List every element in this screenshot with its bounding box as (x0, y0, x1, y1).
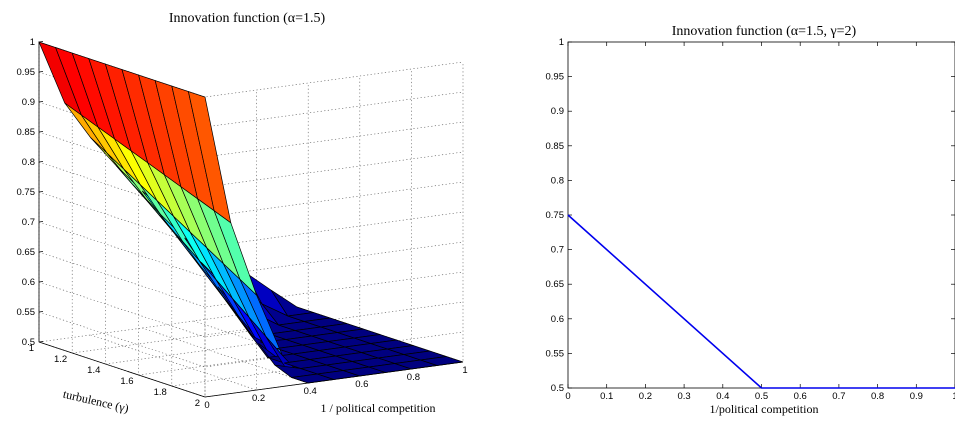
line-y-tick-label: 0.5 (551, 383, 564, 394)
surface-z-tick-label: 0.5 (22, 337, 35, 348)
surface-z-tick (38, 341, 44, 343)
surface-z-tick-label: 0.7 (22, 217, 35, 228)
surface-plot: Innovation function (α=1.5) 0.50.550.60.… (17, 11, 468, 415)
surface-x-tick-label: 0.2 (252, 393, 265, 404)
surface-z-tick (38, 101, 44, 103)
surface-z-tick (38, 71, 44, 73)
surface-title: Innovation function (α=1.5) (169, 11, 326, 26)
line-y-tick-label: 0.9 (551, 106, 564, 117)
surface-grid-line (38, 251, 464, 308)
line-x-tick-label: 0.7 (832, 391, 845, 402)
line-x-tick-label: 0.1 (600, 391, 613, 402)
line-y-tick-label: 0.65 (546, 279, 565, 290)
line-x-tick-label: 0.3 (677, 391, 690, 402)
surface-y-tick-label: 1 (29, 343, 34, 354)
surface-z-tick-label: 0.9 (22, 97, 35, 108)
surface-z-tick (38, 281, 44, 283)
surface-grid-line (90, 90, 257, 391)
line-y-tick-label: 0.95 (546, 72, 565, 83)
surface-x-label: 1 / political competition (321, 401, 436, 415)
surface-axes: 0.5 0.55 0.6 0.65 0.7 0.75 0.8 0.85 0.9 0.95 1 1 1.2… (17, 37, 468, 411)
line-y-tick-label: 0.85 (546, 141, 565, 152)
line-series-path (567, 214, 955, 389)
line-x-tick-label: 0.2 (639, 391, 652, 402)
surface-grid-line (193, 76, 361, 377)
line-y-tick-label: 0.7 (551, 245, 564, 256)
surface-z-tick-label: 1 (30, 37, 35, 48)
surface-z-tick (38, 131, 44, 133)
line-title: Innovation function (α=1.5, γ=2) (672, 24, 857, 39)
line-x-tick-label: 1 (952, 391, 955, 402)
surface-faces (38, 41, 464, 384)
surface-z-tick (38, 311, 44, 313)
surface-y-tick-label: 1.4 (87, 365, 100, 376)
surface-grid-line (38, 131, 464, 188)
surface-x-tick-label: 1 (462, 365, 467, 376)
line-y-tick-label: 0.8 (551, 175, 564, 186)
surface-x-tick-label: 0.8 (407, 372, 420, 383)
surface-y-tick-label: 1.2 (54, 354, 67, 365)
surface-z-tick (38, 251, 44, 253)
surface-grid-line (142, 83, 309, 384)
surface-grid-line (38, 221, 464, 278)
surface-z-tick-label: 0.95 (17, 67, 36, 78)
surface-y-tick-label: 2 (195, 398, 200, 409)
line-x-tick-label: 0.6 (794, 391, 807, 402)
line-plot-frame (567, 41, 955, 389)
surface-y-axis (38, 341, 206, 398)
surface-z-tick-label: 0.65 (17, 247, 36, 258)
line-y-tick-label: 0.55 (546, 348, 565, 359)
surface-x-tick-label: 0 (204, 400, 209, 411)
surface-z-tick-label: 0.55 (17, 307, 36, 318)
line-x-label: 1/political competition (710, 402, 819, 416)
surface-z-tick-label: 0.6 (22, 277, 35, 288)
surface-grid-line (38, 281, 464, 338)
line-y-tick-label: 0.6 (551, 314, 564, 325)
surface-z-tick-label: 0.8 (22, 157, 35, 168)
surface-z-tick (38, 221, 44, 223)
line-ticks: 0 0.1 0.2 0.3 0.4 0.5 0.6 0.7 0.8 0.9 1 0.5 0.55 0.6 0… (546, 37, 955, 402)
line-x-tick-label: 0 (565, 391, 570, 402)
line-y-tick-label: 1 (559, 37, 564, 48)
line-x-tick-label: 0.8 (871, 391, 884, 402)
surface-grid-line (38, 161, 464, 218)
surface-z-tick-label: 0.85 (17, 127, 36, 138)
surface-y-tick-label: 1.6 (120, 376, 133, 387)
line-x-tick-label: 0.5 (755, 391, 768, 402)
surface-z-tick (38, 161, 44, 163)
surface-z-tick-label: 0.75 (17, 187, 36, 198)
line-plot: Innovation function (α=1.5, γ=2) 0 0.1 0.2… (546, 24, 955, 416)
surface-y-tick-label: 1.8 (154, 387, 167, 398)
surface-z-tick (38, 191, 44, 193)
surface-y-label: turbulence (γ) (62, 387, 130, 416)
line-y-tick-label: 0.75 (546, 210, 565, 221)
surface-grid-line (38, 191, 464, 248)
line-x-tick-label: 0.4 (716, 391, 729, 402)
surface-x-tick-label: 0.6 (355, 379, 368, 390)
line-series (567, 214, 955, 389)
surface-x-axis (204, 361, 464, 398)
surface-z-tick (38, 41, 44, 43)
surface-grid-line (38, 311, 464, 368)
line-x-tick-label: 0.9 (910, 391, 923, 402)
surface-x-tick-label: 0.4 (304, 386, 317, 397)
